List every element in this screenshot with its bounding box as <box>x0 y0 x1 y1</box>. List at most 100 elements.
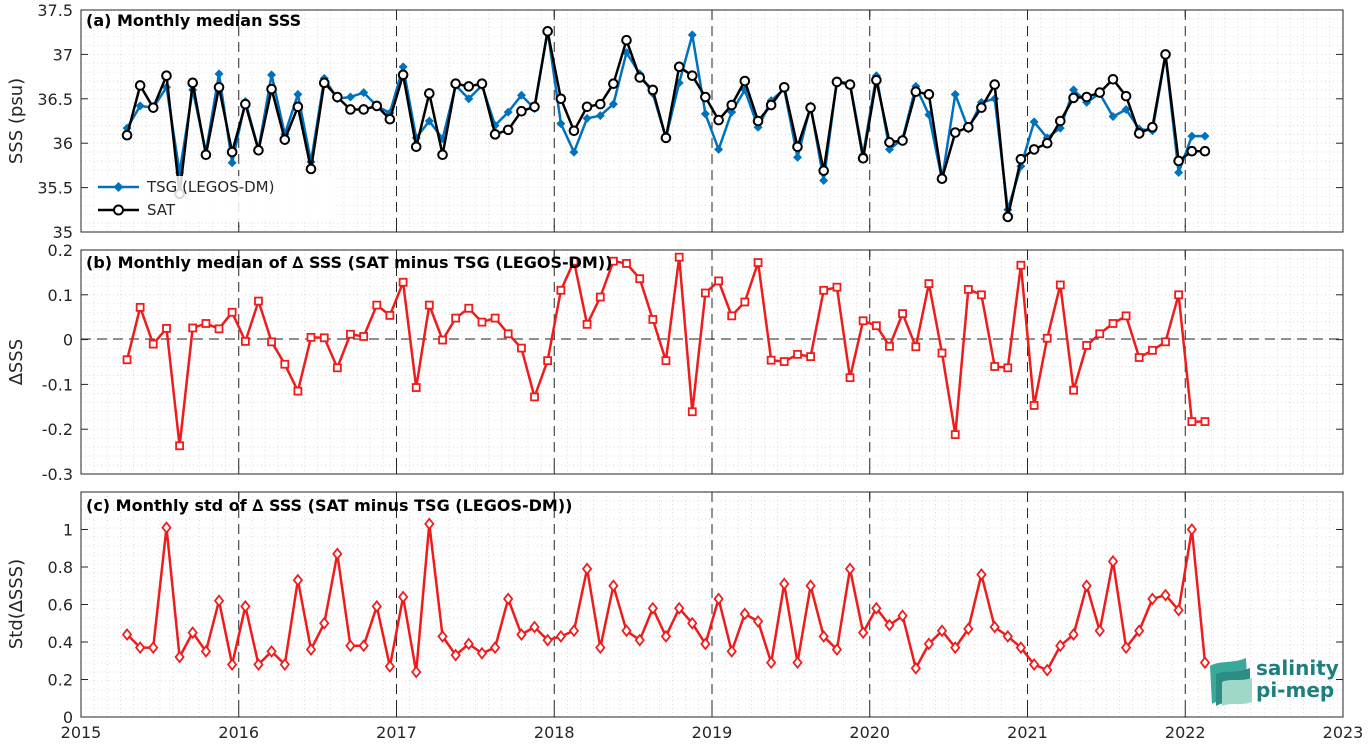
data-point <box>226 658 238 671</box>
data-point <box>871 74 882 86</box>
data-point <box>936 173 948 185</box>
data-point <box>792 141 803 153</box>
y-tick-label: 36.5 <box>37 90 73 109</box>
data-point <box>857 626 869 640</box>
data-point <box>582 319 592 329</box>
data-point <box>1187 417 1197 426</box>
data-point <box>806 352 815 362</box>
data-point <box>884 137 895 148</box>
data-point <box>647 84 659 96</box>
data-point <box>293 89 303 99</box>
data-point <box>372 300 382 310</box>
data-point <box>384 659 396 673</box>
data-point <box>1174 168 1184 178</box>
data-point <box>568 624 580 638</box>
data-point <box>371 100 383 112</box>
data-point <box>398 277 408 287</box>
data-point <box>292 573 304 587</box>
data-point <box>1003 363 1013 373</box>
data-point <box>226 146 238 158</box>
data-point <box>1002 211 1014 223</box>
x-tick-label: 2018 <box>534 723 575 742</box>
data-point <box>305 643 317 656</box>
data-point <box>266 644 277 658</box>
data-point <box>621 624 632 638</box>
data-point <box>714 276 724 286</box>
data-point <box>1148 345 1157 355</box>
data-point <box>924 279 934 289</box>
data-point <box>319 333 329 343</box>
data-point <box>319 616 330 630</box>
data-point <box>1161 337 1170 347</box>
data-point <box>345 92 355 102</box>
data-point <box>424 300 434 310</box>
panel-b-ylabel: ∆SSS <box>6 339 27 386</box>
data-point <box>162 323 171 333</box>
data-point <box>1200 131 1210 141</box>
data-point <box>279 658 290 671</box>
data-point <box>621 34 632 46</box>
data-point <box>818 165 829 177</box>
data-point <box>253 145 264 156</box>
data-point <box>187 77 198 89</box>
panel-a-series <box>121 25 1211 223</box>
data-point <box>161 521 172 535</box>
data-point <box>555 93 567 105</box>
data-point <box>648 315 658 324</box>
data-point <box>634 633 645 647</box>
x-tick-label: 2019 <box>692 723 733 742</box>
data-point <box>463 81 475 92</box>
y-tick-label: 0.2 <box>48 671 73 690</box>
data-point <box>818 629 829 643</box>
panel-a-grid <box>81 10 1343 232</box>
data-point <box>1186 523 1198 536</box>
data-point <box>1055 639 1066 653</box>
data-point <box>608 99 618 109</box>
data-point <box>989 79 1000 90</box>
data-point <box>529 101 540 113</box>
data-point <box>1199 145 1211 157</box>
legend-box <box>94 176 334 222</box>
data-point <box>385 311 395 320</box>
data-point <box>1094 624 1105 638</box>
data-point <box>581 101 593 113</box>
panel-a-ylabel: SSS (psu) <box>6 78 27 164</box>
data-point <box>779 577 790 591</box>
data-point <box>135 101 145 111</box>
data-point <box>254 296 263 306</box>
y-tick-label: 0 <box>63 331 73 350</box>
y-tick-label: -0.2 <box>42 420 73 439</box>
x-tick-label: 2015 <box>61 723 102 742</box>
data-point <box>240 599 251 613</box>
data-point <box>555 629 567 643</box>
data-point <box>1134 624 1145 638</box>
salinity-pi-mep-logo: salinity pi-mep <box>1208 656 1358 706</box>
panel-a-y-ticks: 35 35.5 36 36.5 37 37.5 <box>37 1 1344 242</box>
data-point <box>765 99 777 111</box>
y-tick-label: 0.2 <box>48 241 73 260</box>
data-point <box>792 656 803 670</box>
y-tick-label: 35 <box>53 223 73 242</box>
x-tick-label: 2023 <box>1323 723 1364 742</box>
data-point <box>1108 319 1118 328</box>
data-point <box>121 129 133 141</box>
data-point <box>213 81 225 93</box>
data-point <box>345 639 356 653</box>
data-point <box>556 119 566 129</box>
data-point <box>503 107 513 117</box>
data-point <box>305 163 317 175</box>
legend-sat-marker <box>113 204 124 216</box>
data-point <box>687 30 697 40</box>
data-point <box>1186 145 1198 157</box>
logo-wave-icon <box>1210 658 1252 706</box>
data-point <box>200 149 212 161</box>
data-point <box>1042 333 1052 343</box>
data-point <box>831 76 843 88</box>
data-point <box>398 62 408 72</box>
data-point <box>1095 329 1105 339</box>
data-point <box>213 594 225 608</box>
data-point <box>805 102 816 113</box>
x-axis-ticks: 2015 2016 2017 2018 2019 2020 2021 2022 2023 <box>61 723 1364 742</box>
y-tick-label: 0.8 <box>48 558 73 577</box>
data-point <box>595 641 606 655</box>
